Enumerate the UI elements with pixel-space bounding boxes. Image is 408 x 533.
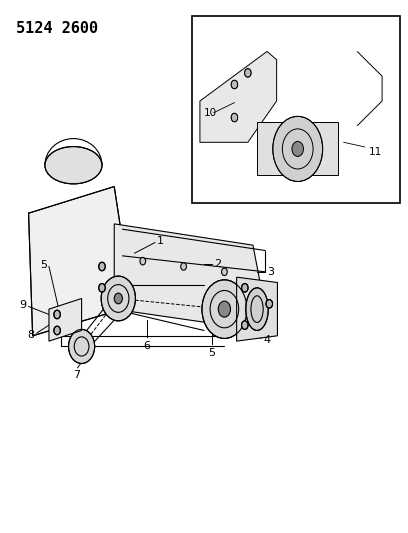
Polygon shape xyxy=(200,52,277,142)
Circle shape xyxy=(222,268,227,276)
Ellipse shape xyxy=(45,147,102,184)
Circle shape xyxy=(99,262,105,271)
Polygon shape xyxy=(49,298,82,341)
Polygon shape xyxy=(257,123,338,175)
Circle shape xyxy=(218,301,231,317)
Text: 7: 7 xyxy=(73,370,80,381)
Polygon shape xyxy=(237,277,277,341)
Text: 10: 10 xyxy=(204,108,217,118)
Circle shape xyxy=(181,263,186,270)
Text: 5: 5 xyxy=(208,348,216,358)
Bar xyxy=(192,16,400,203)
Circle shape xyxy=(54,310,60,319)
Text: 1: 1 xyxy=(157,236,164,246)
Text: 3: 3 xyxy=(267,267,274,277)
Circle shape xyxy=(99,284,105,292)
Circle shape xyxy=(242,321,248,329)
Text: 5124 2600: 5124 2600 xyxy=(16,21,98,36)
Ellipse shape xyxy=(246,288,268,330)
Circle shape xyxy=(140,257,146,265)
Circle shape xyxy=(202,280,247,338)
Circle shape xyxy=(245,69,251,77)
Text: 9: 9 xyxy=(20,300,27,310)
Circle shape xyxy=(242,284,248,292)
Text: 6: 6 xyxy=(143,341,151,351)
Circle shape xyxy=(54,326,60,335)
Text: 5: 5 xyxy=(40,260,47,270)
Circle shape xyxy=(69,329,95,364)
Circle shape xyxy=(266,300,273,308)
Polygon shape xyxy=(29,187,122,336)
Circle shape xyxy=(114,293,122,304)
Circle shape xyxy=(292,141,304,157)
Polygon shape xyxy=(114,224,261,330)
Circle shape xyxy=(101,276,135,321)
Text: 8: 8 xyxy=(28,330,35,340)
Circle shape xyxy=(231,80,238,88)
Text: 11: 11 xyxy=(369,147,382,157)
Circle shape xyxy=(273,116,323,181)
Text: 4: 4 xyxy=(263,335,270,345)
Circle shape xyxy=(231,113,238,122)
Text: 2: 2 xyxy=(214,259,221,269)
